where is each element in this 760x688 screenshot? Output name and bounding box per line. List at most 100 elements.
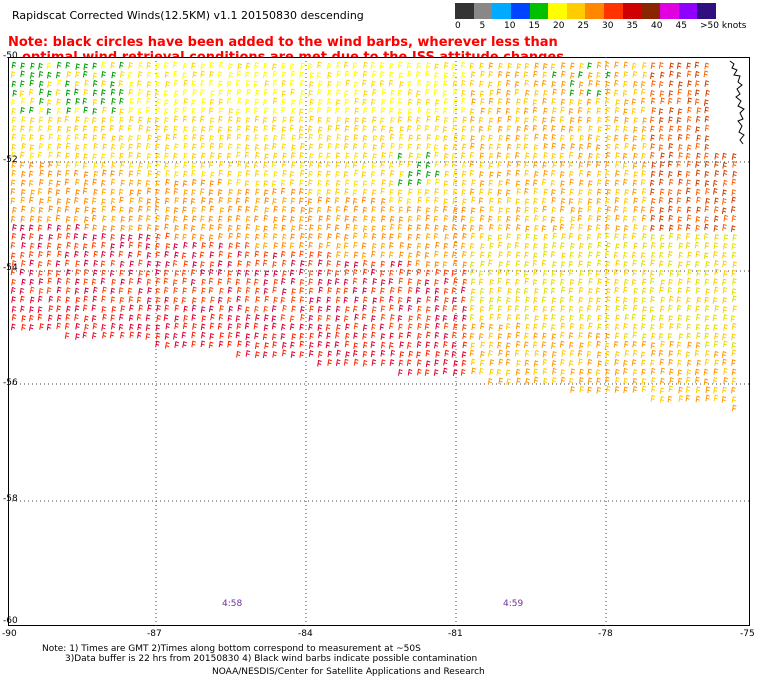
wind-barb [631, 107, 637, 115]
wind-barb [731, 215, 737, 222]
wind-barb [138, 233, 143, 241]
wind-barb [533, 206, 539, 214]
wind-barb [82, 133, 88, 141]
wind-barb [659, 188, 665, 196]
wind-barb [570, 216, 576, 223]
wind-barb [505, 79, 511, 87]
wind-barb [533, 170, 539, 178]
wind-barb [192, 133, 197, 141]
wind-barb [344, 98, 350, 106]
wind-barb [658, 81, 664, 88]
wind-barb [660, 97, 665, 105]
wind-barb [560, 180, 565, 187]
wind-barb [11, 169, 17, 177]
wind-barb [596, 215, 602, 222]
wind-barb [633, 197, 638, 205]
wind-barb [56, 79, 62, 87]
wind-barb [406, 125, 412, 132]
wind-barb [461, 97, 466, 105]
wind-barb [281, 126, 287, 133]
wind-barb [298, 98, 304, 106]
wind-barb [695, 234, 700, 241]
wind-barb [587, 142, 592, 150]
wind-barb [316, 106, 322, 114]
wind-barb [57, 134, 62, 142]
wind-barb [299, 232, 305, 240]
wind-barb [433, 215, 439, 223]
wind-barb [705, 89, 710, 97]
wind-barb [668, 171, 673, 178]
wind-barb [559, 205, 565, 213]
wind-barb [641, 187, 647, 195]
wind-barb [696, 196, 701, 204]
wind-barb [677, 216, 683, 223]
wind-barb [66, 241, 71, 249]
wind-barb [165, 187, 170, 195]
wind-barb [92, 79, 98, 87]
wind-barb [633, 126, 638, 134]
wind-barb [111, 107, 117, 114]
wind-barb [515, 214, 521, 222]
y-tick-label: -52 [3, 155, 18, 165]
wind-barb [272, 197, 277, 205]
wind-barb [308, 179, 313, 187]
wind-barb [730, 225, 736, 232]
wind-barb [577, 233, 583, 241]
wind-barb [480, 97, 485, 105]
wind-barb [120, 234, 125, 241]
wind-barb [136, 142, 142, 150]
wind-barb [696, 152, 701, 160]
wind-barb [668, 80, 674, 88]
wind-barb [713, 215, 719, 223]
wind-barb [118, 169, 124, 177]
x-tick-label: -87 [147, 629, 162, 639]
wind-barb [605, 81, 610, 88]
wind-barb [20, 97, 26, 105]
wind-barb [46, 71, 52, 79]
wind-barb [469, 108, 475, 115]
x-tick-label: -75 [740, 629, 755, 639]
wind-barb [317, 126, 323, 134]
wind-barb [209, 70, 214, 78]
wind-barb [434, 107, 439, 115]
wind-barb [191, 169, 196, 177]
wind-barb [74, 88, 79, 96]
wind-barb [20, 106, 25, 114]
wind-barb [92, 62, 97, 70]
wind-barb [452, 188, 458, 196]
wind-barb [253, 107, 259, 114]
wind-barb [307, 198, 313, 205]
wind-barb [388, 180, 394, 187]
wind-barb [633, 117, 639, 124]
wind-barb [695, 160, 700, 168]
wind-barb [597, 206, 602, 214]
wind-barb [11, 125, 17, 132]
wind-barb [280, 133, 286, 141]
wind-barb [155, 143, 160, 150]
wind-barb [569, 79, 575, 87]
wind-barb [469, 216, 475, 223]
wind-barb [289, 79, 295, 87]
wind-barb [155, 106, 161, 114]
wind-barb [649, 72, 655, 79]
wind-barb [496, 107, 502, 115]
wind-barb [29, 152, 35, 159]
wind-barb [217, 178, 223, 186]
wind-barb [344, 215, 350, 222]
wind-barb [118, 124, 124, 132]
wind-barb [371, 106, 377, 114]
wind-barb [246, 88, 252, 96]
wind-barb [253, 205, 259, 213]
wind-barb [291, 107, 296, 115]
wind-barb [237, 63, 243, 70]
wind-barb [345, 79, 351, 87]
wind-barb [334, 196, 340, 204]
wind-barbs-layer [10, 61, 738, 412]
wind-barb [515, 169, 521, 177]
wind-barb [561, 233, 566, 240]
wind-barb [281, 71, 287, 78]
wind-barb [128, 143, 133, 151]
wind-barb [118, 188, 124, 196]
wind-barb [470, 135, 475, 142]
wind-barb [191, 80, 197, 87]
